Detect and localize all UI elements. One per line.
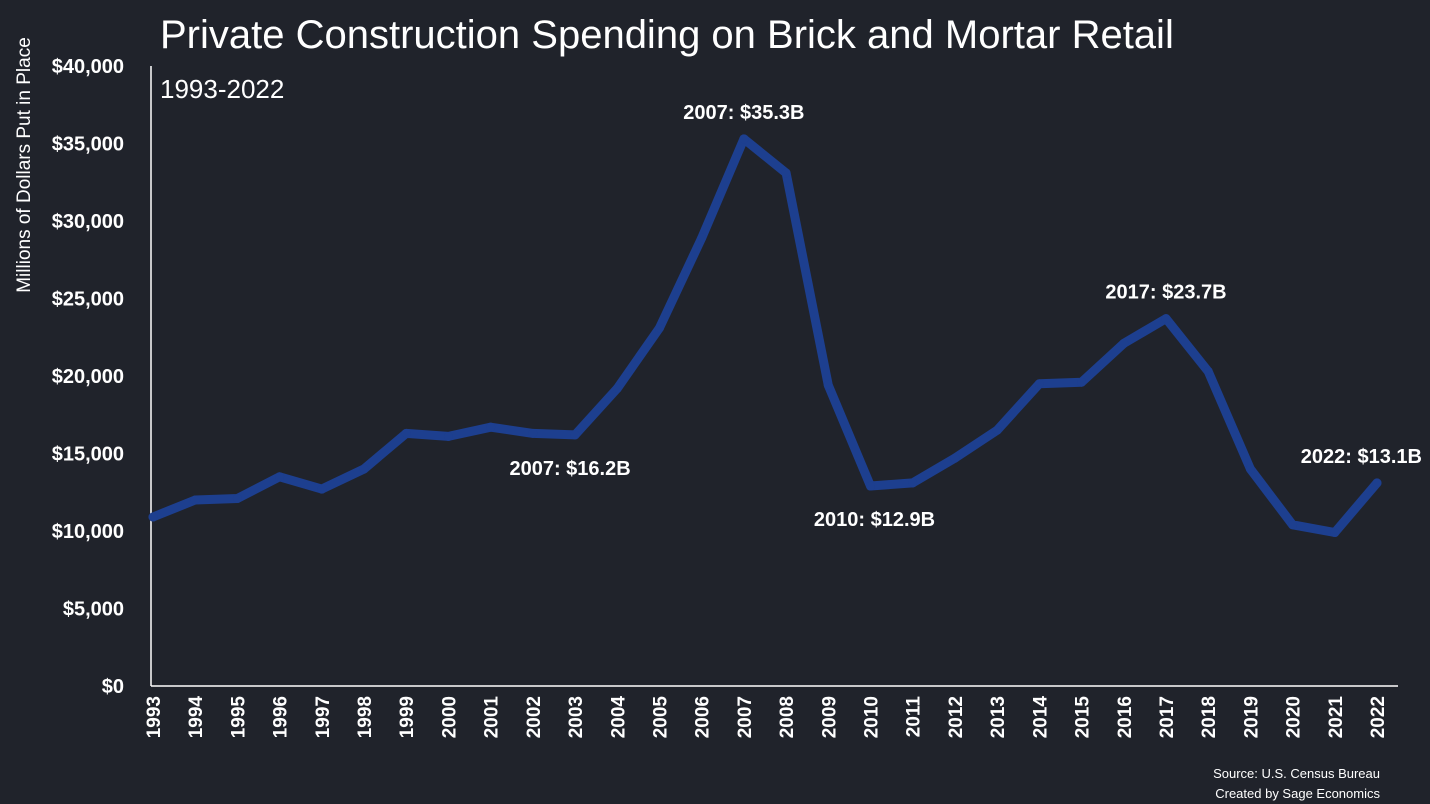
x-tick-label: 2002: [524, 696, 545, 738]
data-point-1994: [190, 495, 200, 505]
data-point-2007: [739, 134, 749, 144]
chart-title: Private Construction Spending on Brick a…: [160, 13, 1174, 57]
x-tick-label: 2018: [1199, 696, 1220, 738]
data-point-2008: [781, 168, 791, 178]
data-point-2006: [697, 233, 707, 243]
data-point-2012: [950, 453, 960, 463]
source-line-2: Created by Sage Economics: [1215, 786, 1380, 801]
x-tick-label: 2022: [1368, 696, 1389, 738]
data-point-2020: [1288, 520, 1298, 530]
data-point-2018: [1203, 366, 1213, 376]
data-point-1998: [359, 464, 369, 474]
x-tick-label: 2014: [1030, 696, 1051, 739]
data-point-2021: [1330, 528, 1340, 538]
annotation-label: 2017: $23.7B: [1105, 282, 1226, 304]
data-point-2004: [612, 383, 622, 393]
data-point-2003: [570, 430, 580, 440]
y-tick-label: $20,000: [52, 366, 124, 388]
data-point-1996: [275, 472, 285, 482]
data-point-2011: [908, 478, 918, 488]
annotation-label: 2022: $13.1B: [1301, 446, 1422, 468]
x-tick-label: 2021: [1326, 696, 1347, 739]
x-tick-label: 2016: [1115, 696, 1136, 738]
x-tick-label: 2000: [439, 696, 460, 738]
x-tick-label: 2005: [650, 696, 671, 739]
chart-subtitle: 1993-2022: [160, 74, 284, 104]
annotation-label: 2010: $12.9B: [814, 509, 935, 531]
data-points: [148, 134, 1382, 538]
data-point-2013: [992, 425, 1002, 435]
y-tick-label: $30,000: [52, 211, 124, 233]
x-tick-label: 2015: [1073, 696, 1094, 739]
data-point-2017: [1161, 314, 1171, 324]
y-tick-label: $5,000: [63, 599, 124, 621]
y-tick-label: $0: [102, 676, 124, 698]
x-tick-label: 1997: [313, 696, 334, 738]
series-line: [148, 134, 1382, 537]
x-tick-label: 2019: [1241, 696, 1262, 738]
y-axis-ticks: $0 $5,000 $10,000 $15,000 $20,000 $25,000 $30,…: [52, 56, 124, 698]
y-tick-label: $40,000: [52, 56, 124, 78]
data-point-1997: [317, 484, 327, 494]
x-tick-label: 2010: [862, 696, 883, 738]
x-tick-label: 2003: [566, 696, 587, 738]
data-point-1995: [232, 493, 242, 503]
x-tick-label: 2006: [693, 696, 714, 738]
x-tick-label: 1993: [144, 696, 165, 738]
x-tick-label: 2017: [1157, 696, 1178, 738]
x-tick-label: 2020: [1284, 696, 1305, 738]
data-point-1993: [148, 512, 158, 522]
data-point-2015: [1077, 377, 1087, 387]
annotation-label: 2007: $16.2B: [509, 458, 630, 480]
y-tick-label: $15,000: [52, 444, 124, 466]
data-point-2019: [1245, 464, 1255, 474]
data-point-2022: [1372, 478, 1382, 488]
y-tick-label: $25,000: [52, 289, 124, 311]
x-tick-label: 1999: [397, 696, 418, 738]
data-point-2001: [486, 422, 496, 432]
x-tick-label: 2007: [735, 696, 756, 738]
annotation-label: 2007: $35.3B: [683, 102, 804, 124]
x-tick-label: 2013: [988, 696, 1009, 738]
y-axis-label: Millions of Dollars Put in Place: [14, 37, 35, 293]
data-point-1999: [401, 428, 411, 438]
source-line-1: Source: U.S. Census Bureau: [1213, 766, 1380, 781]
x-tick-label: 2009: [819, 696, 840, 738]
data-point-2010: [866, 481, 876, 491]
y-tick-label: $10,000: [52, 521, 124, 543]
x-tick-label: 1998: [355, 696, 376, 738]
y-tick-label: $35,000: [52, 134, 124, 156]
data-point-2005: [654, 323, 664, 333]
data-point-2009: [823, 380, 833, 390]
x-tick-label: 2004: [608, 696, 629, 739]
x-tick-label: 2012: [946, 696, 967, 738]
x-tick-label: 1995: [228, 696, 249, 739]
x-tick-label: 2008: [777, 696, 798, 738]
data-point-2016: [1119, 338, 1129, 348]
annotations: 2007: $16.2B 2007: $35.3B 2010: $12.9B 2017…: [509, 102, 1422, 531]
x-axis-ticks: 1993 1994 1995 1996 1997 1998 1999 2000 2001 2002…: [144, 696, 1389, 739]
x-tick-label: 1994: [186, 696, 207, 739]
data-point-2002: [528, 428, 538, 438]
x-tick-label: 1996: [271, 696, 292, 738]
data-point-2014: [1034, 379, 1044, 389]
x-tick-label: 2001: [482, 696, 503, 739]
data-point-2000: [443, 431, 453, 441]
x-tick-label: 2011: [904, 696, 925, 738]
